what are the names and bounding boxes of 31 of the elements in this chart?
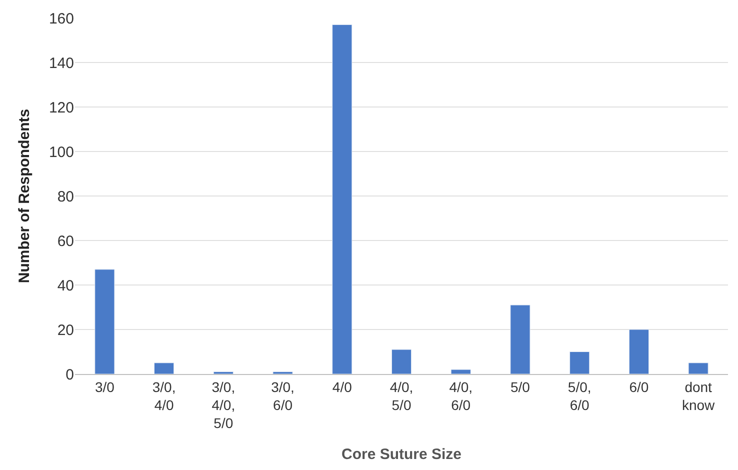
x-tick-label: 3/0, 4/0 <box>152 378 176 413</box>
x-axis-title: Core Suture Size <box>341 446 462 464</box>
x-tick-label: 3/0, 6/0 <box>271 378 294 413</box>
y-tick-label: 40 <box>57 277 74 294</box>
bar <box>450 369 471 374</box>
bar <box>391 349 412 374</box>
bar <box>510 304 530 374</box>
x-tick-label: 4/0, 5/0 <box>390 378 414 413</box>
bar <box>570 352 590 374</box>
x-tick-label: 6/0 <box>629 378 649 395</box>
x-tick-label: 4/0, 6/0 <box>449 378 473 413</box>
bar <box>628 329 649 374</box>
x-tick-label: dont know <box>682 378 716 413</box>
y-tick-label: 60 <box>57 232 74 250</box>
x-tick-label: 3/0, 4/0, 5/0 <box>212 378 236 432</box>
y-tick-label: 160 <box>48 10 74 28</box>
x-tick-label: 4/0 <box>332 378 352 395</box>
y-tick-label: 120 <box>48 99 74 116</box>
bar <box>154 362 174 374</box>
y-tick-label: 140 <box>48 54 74 72</box>
bar <box>94 269 115 374</box>
y-tick-label: 20 <box>57 322 74 339</box>
bar <box>332 24 352 374</box>
bar <box>688 362 708 374</box>
y-axis-title: Number of Respondents <box>16 108 34 284</box>
x-tick-label: 3/0 <box>94 378 115 395</box>
x-tick-label: 5/0, 6/0 <box>568 378 592 413</box>
y-tick-label: 0 <box>66 366 74 384</box>
x-tick-label: 5/0 <box>510 378 530 395</box>
y-tick-label: 100 <box>48 144 74 161</box>
y-tick-label: 80 <box>57 188 74 206</box>
